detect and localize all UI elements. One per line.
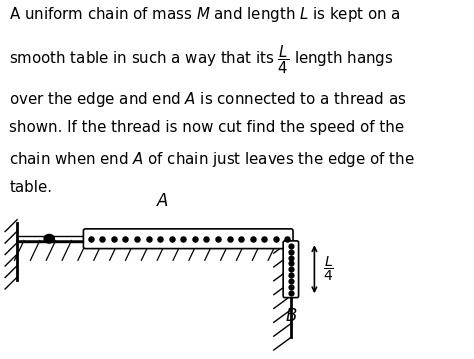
Point bbox=[110, 236, 118, 242]
Text: table.: table. bbox=[9, 180, 53, 195]
FancyBboxPatch shape bbox=[83, 229, 293, 248]
Text: $B$: $B$ bbox=[285, 307, 297, 325]
Point bbox=[191, 236, 199, 242]
Point bbox=[180, 236, 187, 242]
FancyBboxPatch shape bbox=[283, 241, 299, 298]
Point bbox=[122, 236, 129, 242]
Text: A uniform chain of mass $\mathit{M}$ and length $\mathit{L}$ is kept on a: A uniform chain of mass $\mathit{M}$ and… bbox=[9, 5, 401, 24]
Point bbox=[99, 236, 106, 242]
Point bbox=[287, 284, 295, 290]
Text: $A$: $A$ bbox=[156, 192, 169, 210]
Point bbox=[226, 236, 233, 242]
Text: shown. If the thread is now cut find the speed of the: shown. If the thread is now cut find the… bbox=[9, 120, 404, 135]
Text: $\dfrac{L}{4}$: $\dfrac{L}{4}$ bbox=[323, 255, 334, 283]
Circle shape bbox=[44, 234, 55, 243]
Point bbox=[203, 236, 210, 242]
Point bbox=[287, 278, 295, 284]
Point bbox=[272, 236, 280, 242]
Point bbox=[168, 236, 175, 242]
Text: chain when end $\mathit{A}$ of chain just leaves the edge of the: chain when end $\mathit{A}$ of chain jus… bbox=[9, 150, 415, 169]
Text: smooth table in such a way that its $\dfrac{L}{4}$ length hangs: smooth table in such a way that its $\df… bbox=[9, 44, 394, 76]
Point bbox=[287, 249, 295, 255]
Point bbox=[261, 236, 268, 242]
Point bbox=[133, 236, 141, 242]
Point bbox=[283, 236, 291, 242]
Point bbox=[87, 236, 94, 242]
Point bbox=[287, 266, 295, 272]
Point bbox=[287, 290, 295, 295]
Point bbox=[214, 236, 222, 242]
Point bbox=[145, 236, 152, 242]
Point bbox=[287, 272, 295, 278]
Point bbox=[156, 236, 164, 242]
Point bbox=[287, 261, 295, 266]
Point bbox=[237, 236, 245, 242]
Text: over the edge and end $\mathit{A}$ is connected to a thread as: over the edge and end $\mathit{A}$ is co… bbox=[9, 90, 407, 109]
Point bbox=[287, 255, 295, 261]
Point bbox=[287, 243, 295, 249]
Point bbox=[249, 236, 256, 242]
